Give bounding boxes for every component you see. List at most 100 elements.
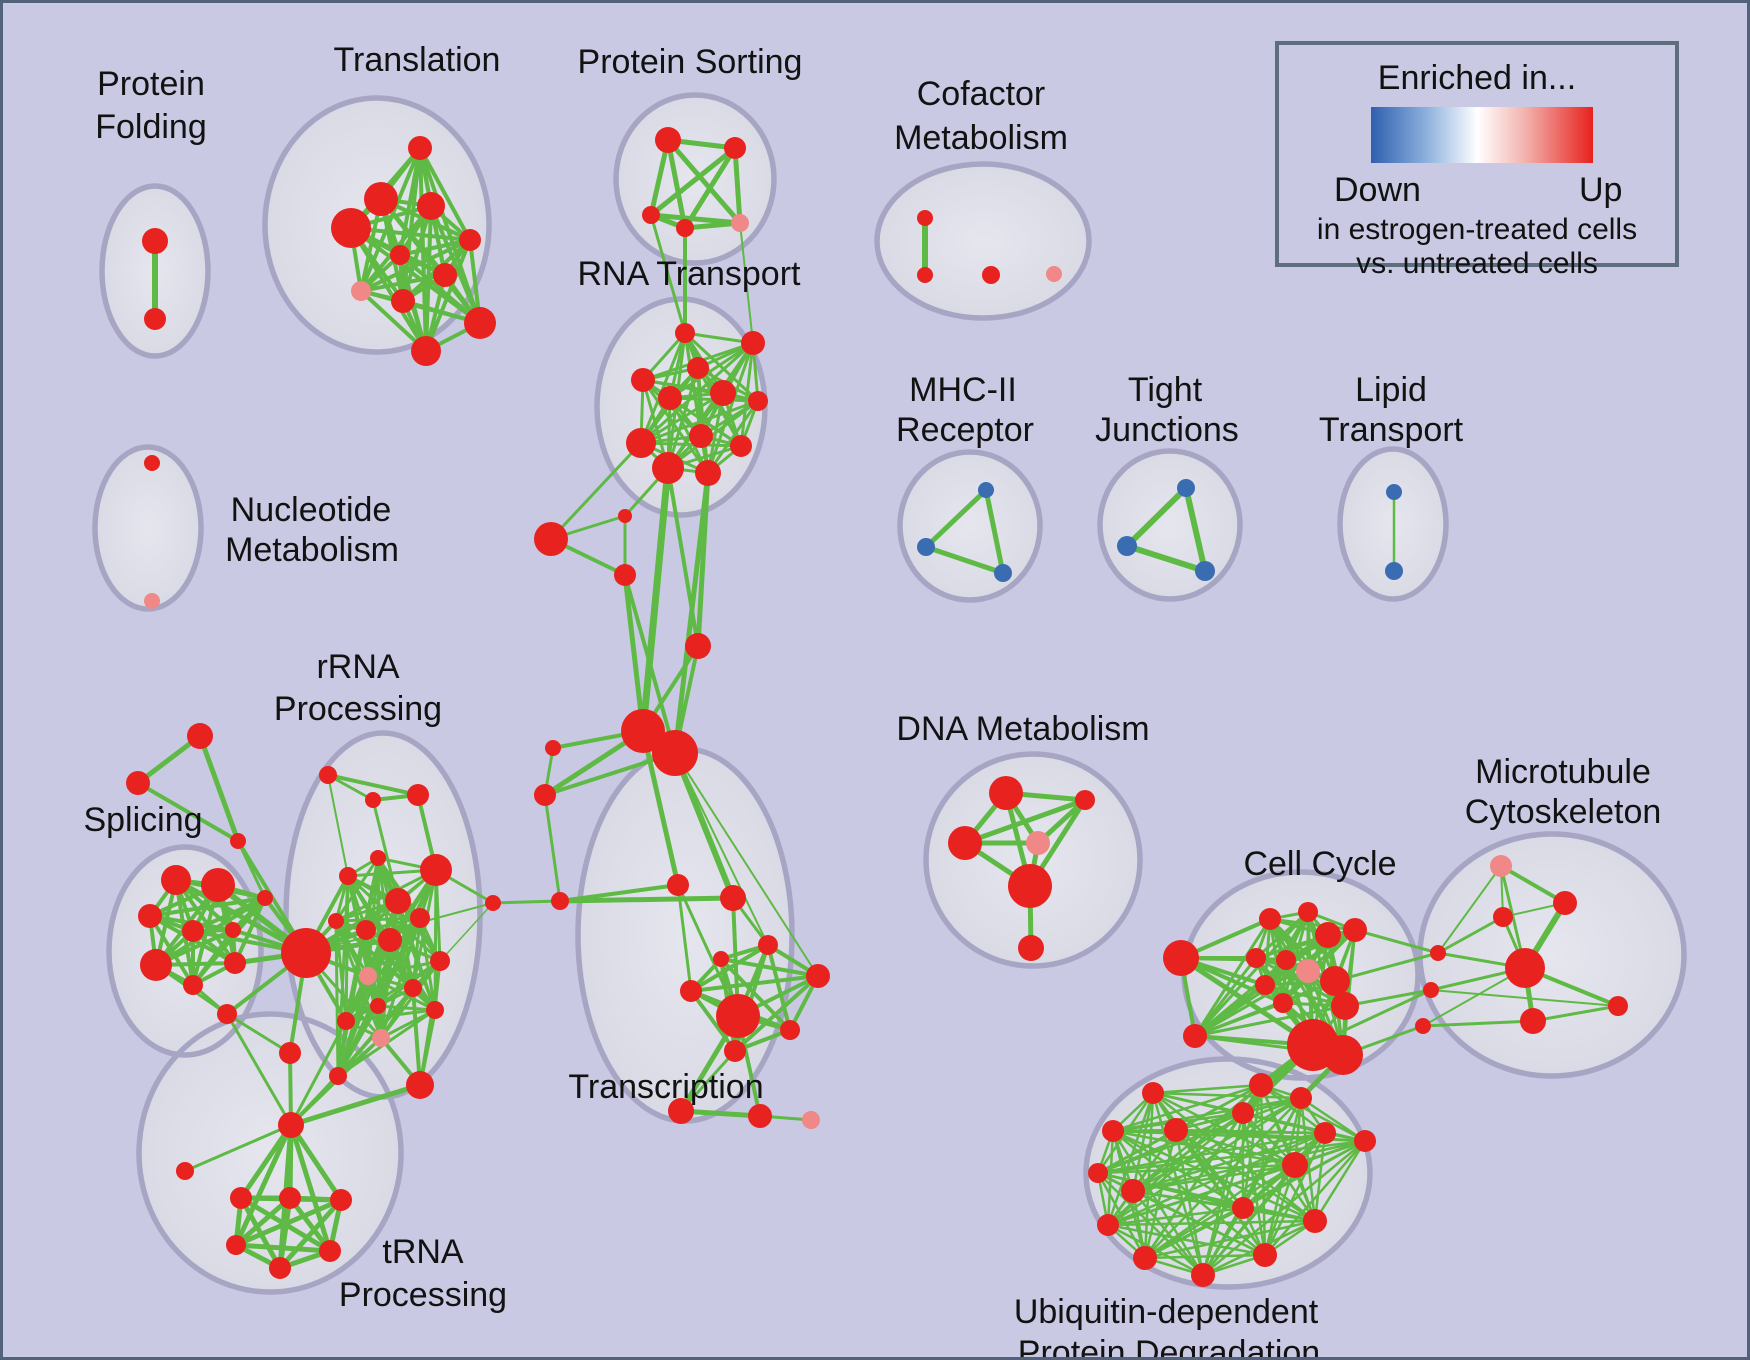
network-node-X0[interactable] <box>187 723 213 749</box>
network-node-S1[interactable] <box>201 868 235 902</box>
network-node-S4[interactable] <box>225 922 241 938</box>
network-node-U1[interactable] <box>1249 1073 1273 1097</box>
network-node-MT3[interactable] <box>1505 948 1545 988</box>
network-node-PS2[interactable] <box>642 206 660 224</box>
network-node-CC2[interactable] <box>1298 902 1318 922</box>
network-node-TR5[interactable] <box>279 1187 301 1209</box>
network-node-T10[interactable] <box>411 336 441 366</box>
network-node-TL0[interactable] <box>1386 484 1402 500</box>
network-node-U8[interactable] <box>1282 1152 1308 1178</box>
network-node-TR9[interactable] <box>319 1240 341 1262</box>
network-node-TR6[interactable] <box>330 1189 352 1211</box>
network-node-TX11[interactable] <box>802 1111 820 1129</box>
network-node-U10[interactable] <box>1121 1179 1145 1203</box>
network-node-N0[interactable] <box>144 455 160 471</box>
network-node-R11[interactable] <box>695 460 721 486</box>
network-node-R9[interactable] <box>730 435 752 457</box>
network-node-RRt1[interactable] <box>365 792 381 808</box>
network-node-RR13[interactable] <box>372 1029 390 1047</box>
network-node-MT1[interactable] <box>1553 891 1577 915</box>
network-node-H0[interactable] <box>621 709 665 753</box>
network-node-S5[interactable] <box>140 949 172 981</box>
network-node-PS4[interactable] <box>731 214 749 232</box>
network-node-T9[interactable] <box>464 307 496 339</box>
network-node-CC11[interactable] <box>1331 992 1359 1020</box>
network-node-D5[interactable] <box>1018 935 1044 961</box>
network-node-B5[interactable] <box>534 784 556 806</box>
network-node-U11[interactable] <box>1097 1214 1119 1236</box>
network-node-T7[interactable] <box>351 281 371 301</box>
network-node-R3[interactable] <box>631 368 655 392</box>
network-node-RR0[interactable] <box>339 867 357 885</box>
network-node-R1[interactable] <box>741 331 765 355</box>
network-node-RR14[interactable] <box>337 1012 355 1030</box>
network-node-CC9[interactable] <box>1255 975 1275 995</box>
network-node-U9[interactable] <box>1354 1130 1376 1152</box>
network-node-S7[interactable] <box>224 952 246 974</box>
network-node-R8[interactable] <box>626 428 656 458</box>
network-node-MT0[interactable] <box>1490 855 1512 877</box>
network-node-TX8[interactable] <box>724 1040 746 1062</box>
network-node-U15[interactable] <box>1303 1209 1327 1233</box>
network-node-M1[interactable] <box>917 538 935 556</box>
network-node-RR9[interactable] <box>404 979 422 997</box>
network-node-T1[interactable] <box>364 182 398 216</box>
network-node-RR5[interactable] <box>356 920 376 940</box>
network-node-C1[interactable] <box>917 267 933 283</box>
network-node-TX1[interactable] <box>720 885 746 911</box>
network-node-RRt2[interactable] <box>407 784 429 806</box>
network-node-U3[interactable] <box>1102 1120 1124 1142</box>
network-node-TJ0[interactable] <box>1177 479 1195 497</box>
network-node-TX6[interactable] <box>806 964 830 988</box>
network-node-TL1[interactable] <box>1385 562 1403 580</box>
network-node-T2[interactable] <box>417 192 445 220</box>
network-node-RR12[interactable] <box>426 1001 444 1019</box>
network-node-X1[interactable] <box>126 771 150 795</box>
network-node-TJ2[interactable] <box>1195 561 1215 581</box>
network-node-CC8[interactable] <box>1320 966 1350 996</box>
network-node-PF0[interactable] <box>142 228 168 254</box>
network-node-TR0[interactable] <box>217 1004 237 1024</box>
network-node-CC5[interactable] <box>1246 948 1266 968</box>
network-node-CC0[interactable] <box>1163 940 1199 976</box>
network-node-HB[interactable] <box>281 928 331 978</box>
network-node-RRt0[interactable] <box>319 766 337 784</box>
network-node-S8[interactable] <box>257 890 273 906</box>
network-node-TX9[interactable] <box>668 1098 694 1124</box>
network-node-R4[interactable] <box>658 386 682 410</box>
network-node-D4[interactable] <box>1008 864 1052 908</box>
network-node-CC1[interactable] <box>1259 908 1281 930</box>
network-node-TR7[interactable] <box>226 1235 246 1255</box>
network-node-RR3[interactable] <box>385 888 411 914</box>
network-node-D1[interactable] <box>1075 790 1095 810</box>
network-node-MT2[interactable] <box>1493 907 1513 927</box>
network-node-RR15[interactable] <box>406 1071 434 1099</box>
network-node-U16[interactable] <box>1232 1197 1254 1219</box>
network-node-B0[interactable] <box>534 522 568 556</box>
network-node-T0[interactable] <box>408 136 432 160</box>
network-node-K1[interactable] <box>1423 982 1439 998</box>
network-node-U14[interactable] <box>1253 1243 1277 1267</box>
network-node-S0[interactable] <box>161 865 191 895</box>
network-node-H1[interactable] <box>652 730 698 776</box>
network-node-TX10[interactable] <box>748 1104 772 1128</box>
network-node-B3[interactable] <box>685 633 711 659</box>
network-node-RR4[interactable] <box>410 908 430 928</box>
network-node-C0[interactable] <box>917 210 933 226</box>
network-node-U7[interactable] <box>1088 1163 1108 1183</box>
network-node-PF1[interactable] <box>144 308 166 330</box>
network-node-N1[interactable] <box>144 593 160 609</box>
network-node-TX3[interactable] <box>713 951 729 967</box>
network-node-TJ1[interactable] <box>1117 536 1137 556</box>
network-node-PS1[interactable] <box>724 137 746 159</box>
network-node-RR1[interactable] <box>370 850 386 866</box>
network-node-U5[interactable] <box>1164 1118 1188 1142</box>
network-node-S2[interactable] <box>138 904 162 928</box>
network-node-TX7[interactable] <box>780 1020 800 1040</box>
network-node-R7[interactable] <box>689 424 713 448</box>
network-node-CC10[interactable] <box>1273 993 1293 1013</box>
network-node-U4[interactable] <box>1232 1102 1254 1124</box>
network-node-TR3[interactable] <box>176 1162 194 1180</box>
network-node-D0[interactable] <box>989 776 1023 810</box>
network-node-U6[interactable] <box>1314 1122 1336 1144</box>
